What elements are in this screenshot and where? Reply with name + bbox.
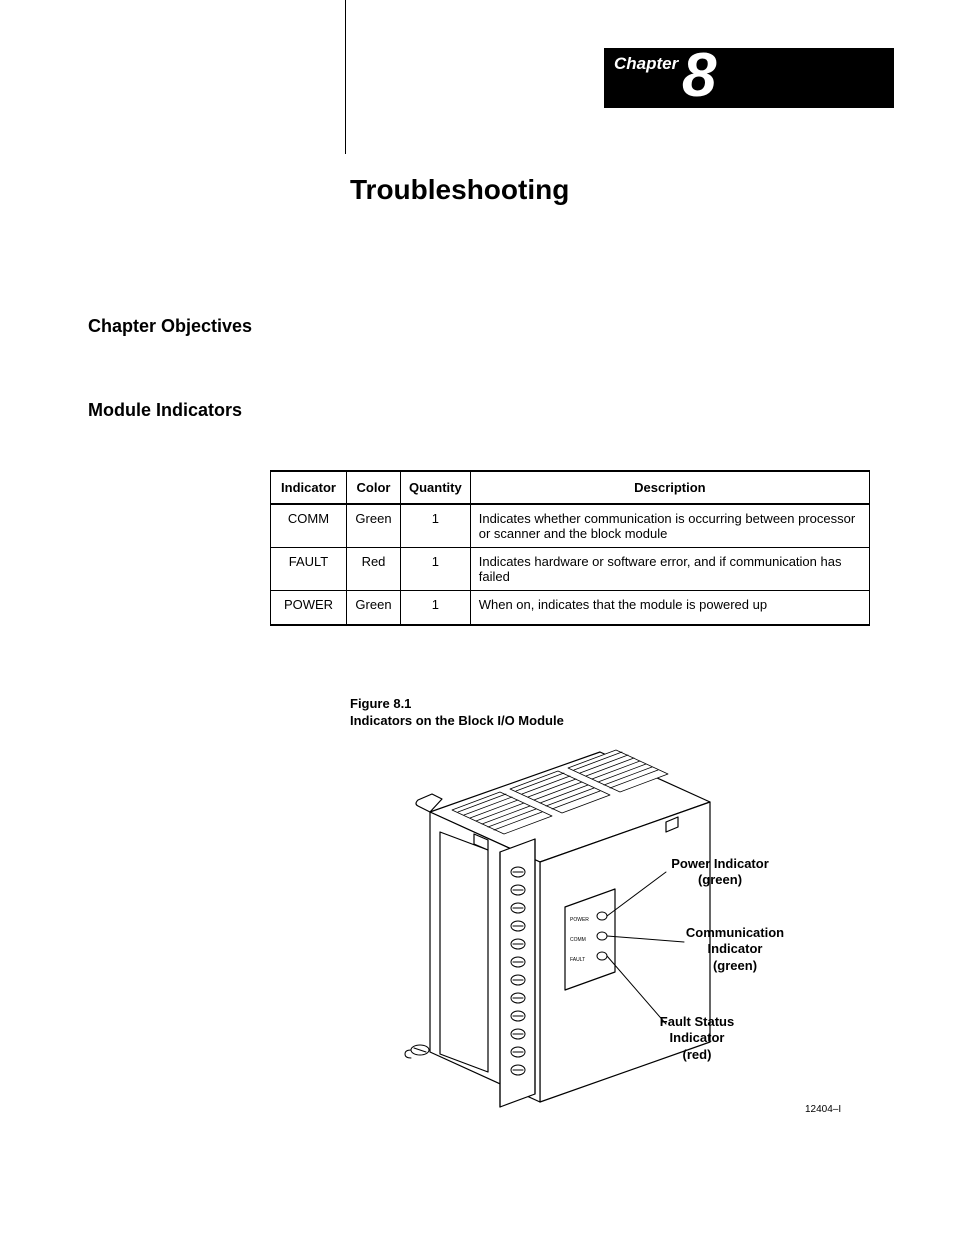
led-label-fault: FAULT (570, 957, 585, 963)
col-quantity: Quantity (401, 471, 471, 504)
vertical-rule (345, 0, 346, 154)
callout-power-indicator: Power Indicator(green) (655, 856, 785, 889)
page-title: Troubleshooting (350, 174, 569, 206)
cell-indicator: POWER (271, 591, 347, 625)
col-description: Description (470, 471, 869, 504)
cell-color: Green (347, 504, 401, 548)
led-label-power: POWER (570, 917, 589, 923)
col-indicator: Indicator (271, 471, 347, 504)
cell-description: When on, indicates that the module is po… (470, 591, 869, 625)
cell-indicator: FAULT (271, 548, 347, 591)
table-row: FAULT Red 1 Indicates hardware or softwa… (271, 548, 870, 591)
cell-description: Indicates hardware or software error, an… (470, 548, 869, 591)
cell-quantity: 1 (401, 548, 471, 591)
chapter-number: 8 (682, 40, 712, 111)
section-chapter-objectives: Chapter Objectives (88, 316, 252, 337)
figure-id: 12404–I (805, 1104, 841, 1115)
callout-text: CommunicationIndicator(green) (686, 925, 784, 973)
figure-title: Indicators on the Block I/O Module (350, 713, 564, 728)
table-header-row: Indicator Color Quantity Description (271, 471, 870, 504)
chapter-banner: Chapter 8 (604, 48, 894, 108)
callout-comm-indicator: CommunicationIndicator(green) (670, 925, 800, 974)
cell-description: Indicates whether communication is occur… (470, 504, 869, 548)
cell-quantity: 1 (401, 591, 471, 625)
figure-number: Figure 8.1 (350, 696, 411, 711)
table-row: POWER Green 1 When on, indicates that th… (271, 591, 870, 625)
cell-color: Red (347, 548, 401, 591)
indicators-table: Indicator Color Quantity Description COM… (270, 470, 870, 626)
callout-fault-indicator: Fault StatusIndicator(red) (642, 1014, 752, 1063)
cell-color: Green (347, 591, 401, 625)
chapter-label: Chapter (614, 54, 678, 74)
figure-caption: Figure 8.1 Indicators on the Block I/O M… (350, 696, 564, 730)
callout-text: Fault StatusIndicator(red) (660, 1014, 734, 1062)
col-color: Color (347, 471, 401, 504)
cell-indicator: COMM (271, 504, 347, 548)
cell-quantity: 1 (401, 504, 471, 548)
callout-text: Power Indicator(green) (671, 856, 769, 887)
section-module-indicators: Module Indicators (88, 400, 242, 421)
led-label-comm: COMM (570, 937, 586, 943)
table-row: COMM Green 1 Indicates whether communica… (271, 504, 870, 548)
